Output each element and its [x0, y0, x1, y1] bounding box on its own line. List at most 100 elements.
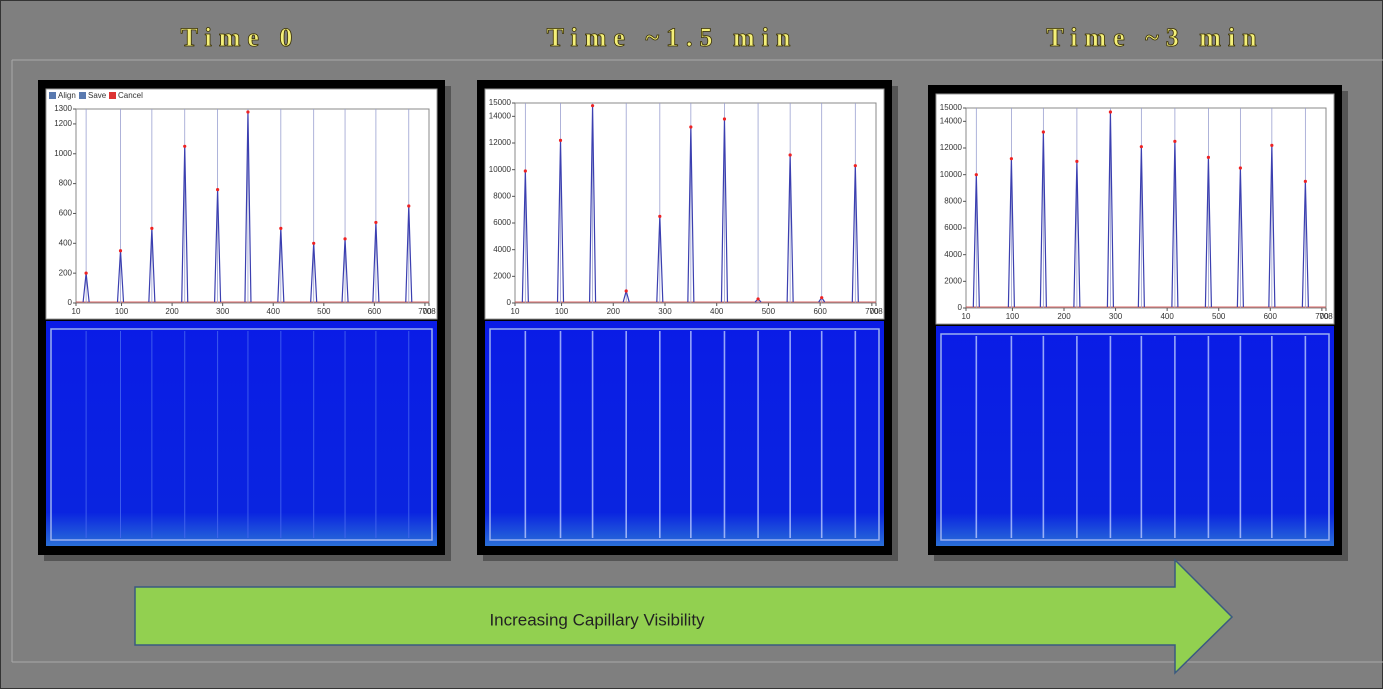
x-tick-label: 400 [1160, 312, 1174, 321]
y-tick-label: 4000 [493, 245, 511, 254]
x-tick-label: 700 [418, 307, 432, 316]
peak-marker [788, 153, 792, 157]
heatmap [46, 321, 437, 546]
x-tick-label: 700 [1315, 312, 1329, 321]
x-tick-label: 400 [710, 307, 724, 316]
peak-marker [216, 187, 220, 192]
y-tick-label: 4000 [944, 250, 962, 259]
y-tick-label: 1200 [54, 119, 72, 128]
x-tick-label: 708 [1319, 312, 1333, 321]
x-tick-label: 10 [72, 307, 81, 316]
peak-marker [658, 214, 662, 218]
peak-marker [1075, 159, 1079, 163]
peak-marker [312, 241, 316, 245]
x-tick-label: 300 [216, 307, 230, 316]
peak-marker [343, 237, 347, 241]
x-tick-label: 708 [869, 307, 883, 316]
heatmap-border [489, 328, 880, 541]
y-tick-label: 8000 [493, 191, 511, 200]
x-tick-label: 200 [165, 307, 179, 316]
x-tick-label: 200 [1057, 312, 1071, 321]
peak-marker [689, 125, 693, 129]
y-tick-label: 14000 [940, 116, 963, 125]
peak-marker [820, 296, 824, 300]
x-tick-label: 500 [1212, 312, 1226, 321]
plot-area [75, 108, 430, 304]
x-tick-label: 300 [658, 307, 672, 316]
y-tick-label: 15000 [940, 103, 963, 112]
plot-area [965, 107, 1327, 309]
toolbar-icon [49, 92, 56, 99]
x-tick-label: 400 [267, 307, 281, 316]
y-tick-label: 14000 [489, 111, 512, 120]
y-tick-label: 6000 [493, 218, 511, 227]
arrow-label: Increasing Capillary Visibility [489, 610, 705, 629]
peak-marker [1238, 166, 1242, 170]
y-tick-label: 6000 [944, 223, 962, 232]
toolbar-button[interactable]: Align [58, 91, 76, 100]
y-tick-label: 10000 [489, 165, 512, 174]
heatmap-border [50, 328, 433, 541]
peak-marker [624, 289, 628, 293]
peak-marker [853, 164, 857, 168]
x-tick-label: 100 [1006, 312, 1020, 321]
y-tick-label: 12000 [489, 138, 512, 147]
heatmap [936, 326, 1334, 546]
peak-marker [1206, 155, 1211, 159]
y-tick-label: 10000 [940, 170, 963, 179]
panel-heading: Time ~1.5 min [547, 23, 798, 52]
peak-marker [374, 220, 378, 225]
peak-marker [118, 249, 123, 253]
y-tick-label: 2000 [493, 271, 511, 280]
peak-marker [1173, 139, 1177, 143]
x-tick-label: 200 [607, 307, 621, 316]
peak-marker [183, 144, 187, 148]
x-tick-label: 600 [813, 307, 827, 316]
peak-marker [590, 104, 595, 108]
peak-marker [756, 297, 760, 301]
peak-marker [150, 226, 154, 230]
x-tick-label: 700 [865, 307, 879, 316]
y-tick-label: 1300 [54, 104, 72, 113]
toolbar-button[interactable]: Cancel [118, 91, 143, 100]
y-tick-label: 0 [958, 303, 963, 312]
peak-marker [974, 173, 978, 177]
y-tick-label: 8000 [944, 196, 962, 205]
x-tick-label: 600 [1264, 312, 1278, 321]
x-tick-label: 300 [1109, 312, 1123, 321]
y-tick-label: 400 [59, 238, 73, 247]
x-tick-label: 10 [962, 312, 971, 321]
peak-marker [84, 271, 88, 275]
y-tick-label: 0 [507, 298, 512, 307]
y-tick-label: 200 [59, 268, 73, 277]
y-tick-label: 800 [59, 179, 73, 188]
peak-marker [1139, 145, 1143, 149]
heatmap [485, 321, 884, 546]
y-tick-label: 0 [68, 298, 73, 307]
peak-marker [246, 110, 250, 114]
y-tick-label: 1000 [54, 149, 72, 158]
panel-heading: Time 0 [181, 23, 300, 52]
y-tick-label: 12000 [940, 143, 963, 152]
toolbar-button[interactable]: Save [88, 91, 107, 100]
y-tick-label: 15000 [489, 98, 512, 107]
plot-area [514, 102, 877, 304]
peak-marker [1009, 157, 1013, 161]
peak-marker [558, 138, 563, 142]
peak-marker [407, 204, 411, 208]
peak-marker [279, 226, 283, 230]
y-tick-label: 600 [59, 209, 73, 218]
peak-marker [722, 117, 727, 121]
x-tick-label: 600 [368, 307, 382, 316]
x-tick-label: 100 [115, 307, 129, 316]
y-tick-label: 2000 [944, 276, 962, 285]
x-tick-label: 10 [511, 307, 520, 316]
peak-marker [1270, 143, 1274, 147]
toolbar-icon [79, 92, 86, 99]
x-tick-label: 100 [555, 307, 569, 316]
peak-marker [1041, 130, 1045, 134]
arrow [134, 558, 1234, 675]
peak-marker [1303, 179, 1307, 183]
toolbar-icon [109, 92, 116, 99]
